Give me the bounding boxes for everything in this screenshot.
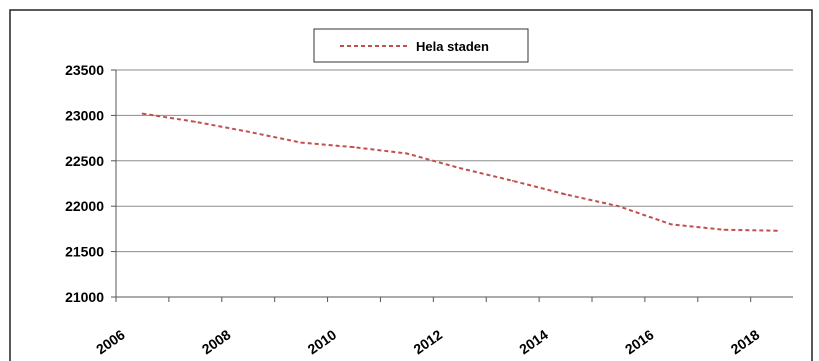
x-tick-label: 2010 bbox=[305, 326, 340, 357]
data-point bbox=[617, 205, 620, 207]
data-point bbox=[670, 223, 673, 226]
gridlines bbox=[116, 69, 793, 253]
x-tick-label: 2006 bbox=[93, 326, 128, 357]
legend-label: Hela staden bbox=[416, 39, 489, 54]
data-point bbox=[141, 112, 144, 115]
data-point bbox=[194, 120, 197, 123]
data-point bbox=[723, 229, 726, 231]
data-point bbox=[353, 146, 355, 148]
series-line bbox=[142, 112, 778, 232]
y-tick-label: 21000 bbox=[65, 289, 104, 305]
x-tick-label: 2008 bbox=[199, 326, 234, 357]
x-tick-label: 2018 bbox=[728, 326, 763, 357]
y-tick-label: 21500 bbox=[65, 244, 104, 260]
series-layer bbox=[141, 112, 778, 232]
x-tick-label: 2014 bbox=[516, 326, 551, 357]
data-point bbox=[776, 229, 778, 232]
data-point bbox=[511, 179, 514, 182]
x-tick-label: 2016 bbox=[622, 326, 657, 357]
data-point bbox=[406, 152, 408, 155]
axes bbox=[111, 69, 793, 302]
data-point bbox=[247, 130, 250, 133]
data-point bbox=[458, 167, 461, 169]
y-tick-label: 23000 bbox=[65, 107, 104, 123]
y-tick-labels: 21000 21500 22000 22500 23000 23500 bbox=[65, 62, 104, 305]
x-tick-labels: 2006 2008 2010 2012 2014 2016 2018 bbox=[93, 326, 763, 357]
y-tick-label: 23500 bbox=[65, 62, 104, 78]
legend: Hela staden bbox=[313, 28, 529, 63]
data-point bbox=[300, 141, 302, 144]
chart-border bbox=[9, 9, 813, 361]
y-tick-label: 22500 bbox=[65, 153, 104, 169]
data-point bbox=[564, 193, 567, 196]
x-tick-label: 2012 bbox=[410, 326, 445, 357]
y-tick-label: 22000 bbox=[65, 198, 104, 214]
